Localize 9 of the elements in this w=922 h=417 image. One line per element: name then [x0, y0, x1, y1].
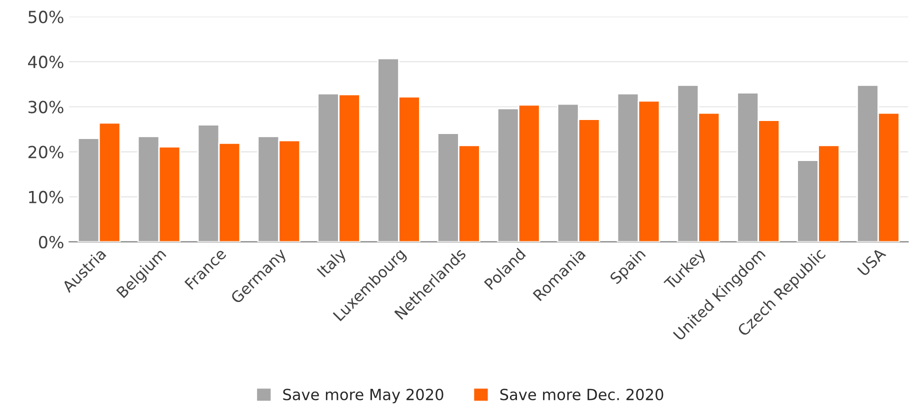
y-tick-label: 50%: [28, 10, 64, 24]
legend-label: Save more Dec. 2020: [500, 388, 664, 400]
y-tick-label: 40%: [28, 56, 64, 68]
y-tick-label: 20%: [28, 146, 64, 158]
y-tick-label: 30%: [28, 100, 64, 114]
y-tick-label: 10%: [29, 190, 64, 204]
y-tick-label: 0%: [38, 236, 64, 248]
legend-label: Save more May 2020: [283, 388, 444, 404]
x-tick-label: USA: [856, 247, 886, 276]
